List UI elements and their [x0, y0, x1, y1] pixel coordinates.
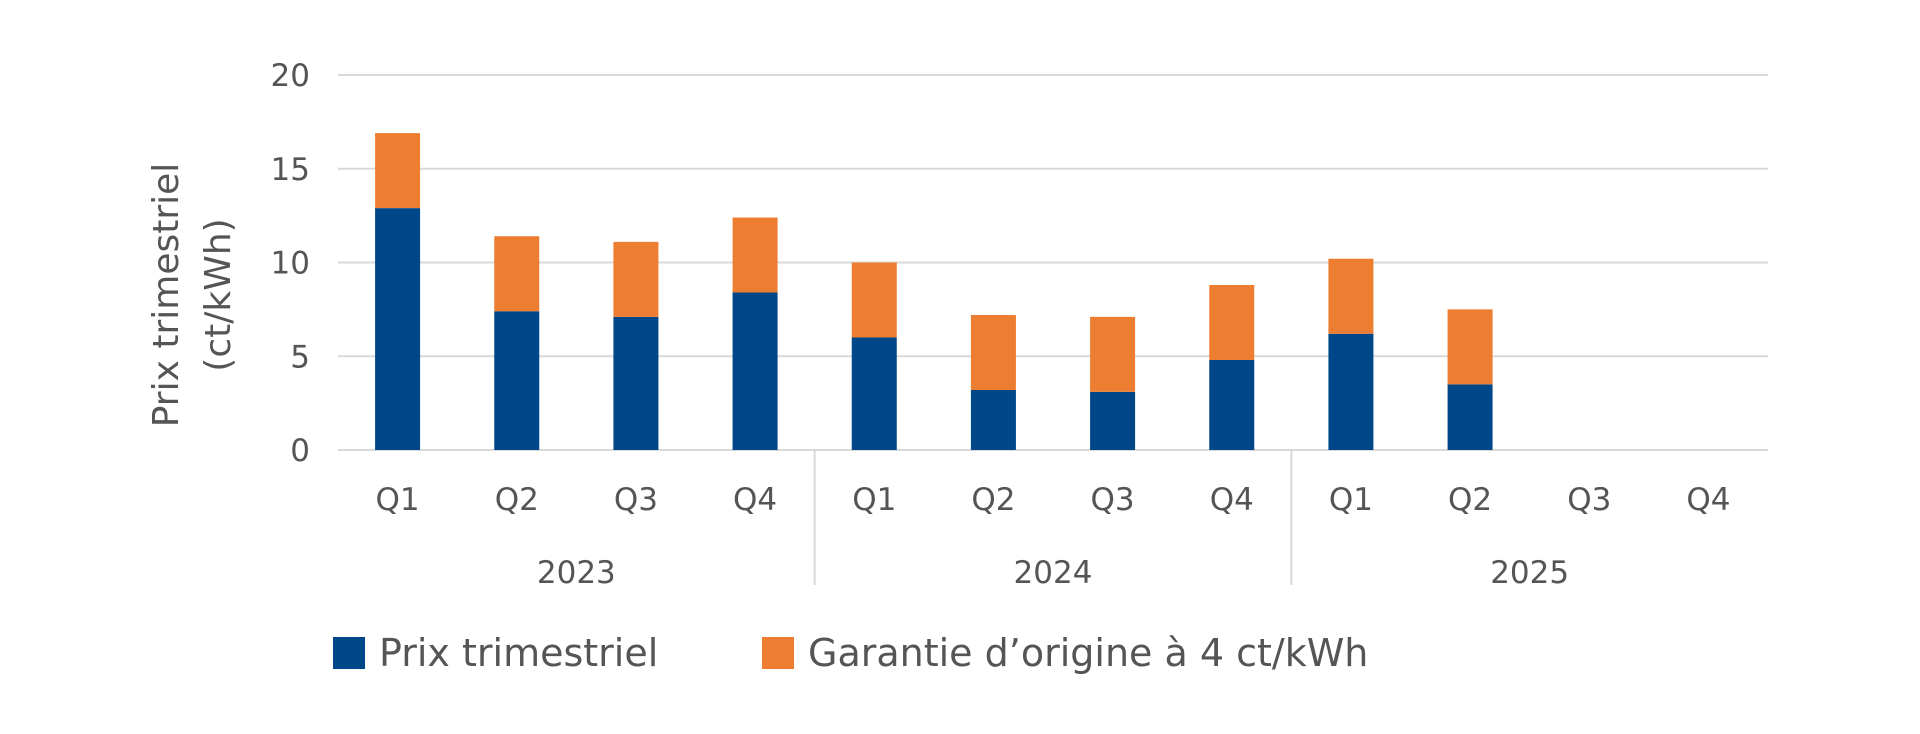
x-tick-label: Q4	[1686, 482, 1730, 518]
x-tick-label: Q3	[1091, 482, 1135, 518]
bar-segment-prix-trimestriel	[851, 337, 897, 450]
x-tick-label: Q3	[1567, 482, 1611, 518]
legend-label-garantie-origine: Garantie d’origine à 4 ct/kWh	[808, 631, 1368, 675]
bar-segment-garantie-origine	[732, 217, 778, 293]
legend-label-prix-trimestriel: Prix trimestriel	[379, 631, 658, 675]
bar-segment-garantie-origine	[970, 315, 1016, 390]
year-label: 2024	[1014, 555, 1093, 591]
x-tick-label: Q2	[971, 482, 1015, 518]
bar-segment-garantie-origine	[494, 236, 540, 312]
x-tick-label: Q2	[1448, 482, 1492, 518]
x-tick-label: Q4	[1210, 482, 1254, 518]
legend-swatch-prix-trimestriel	[333, 637, 365, 669]
bar-segment-prix-trimestriel	[732, 292, 778, 450]
year-label: 2023	[537, 555, 616, 591]
bar-segment-prix-trimestriel	[1447, 384, 1493, 450]
x-tick-label: Q1	[852, 482, 896, 518]
y-axis-title-line1: Prix trimestriel	[146, 163, 187, 428]
bar-segment-prix-trimestriel	[494, 311, 540, 450]
legend: Prix trimestriel Garantie d’origine à 4 …	[333, 631, 1368, 675]
x-axis-ticks: Q1 Q2 Q3 Q4 Q1 Q2 Q3 Q4 Q1 Q2 Q3 Q4	[376, 482, 1731, 518]
bar-segment-garantie-origine	[1328, 258, 1374, 334]
legend-swatch-garantie-origine	[762, 637, 794, 669]
bar-segment-garantie-origine	[613, 241, 659, 317]
bar-segment-prix-trimestriel	[970, 390, 1016, 450]
year-labels: 2023 2024 2025	[537, 555, 1569, 591]
bar-segment-garantie-origine	[1209, 285, 1255, 360]
bar-segment-prix-trimestriel	[1209, 360, 1255, 450]
bar-segment-garantie-origine	[851, 262, 897, 338]
bar-segment-garantie-origine	[1090, 316, 1136, 392]
bar-segment-garantie-origine	[1447, 309, 1493, 385]
bar-segment-prix-trimestriel	[1328, 333, 1374, 450]
y-axis-ticks: 0 5 10 15 20	[271, 58, 310, 469]
y-tick-label: 15	[271, 152, 310, 188]
year-label: 2025	[1490, 555, 1569, 591]
y-tick-label: 10	[271, 246, 310, 282]
x-tick-label: Q4	[733, 482, 777, 518]
x-tick-label: Q1	[1329, 482, 1373, 518]
x-tick-label: Q2	[495, 482, 539, 518]
gridlines	[338, 74, 1768, 585]
y-axis-title-line2: (ct/kWh)	[198, 218, 239, 371]
y-tick-label: 5	[290, 339, 310, 375]
bar-segment-prix-trimestriel	[375, 208, 421, 450]
bar-segment-prix-trimestriel	[1090, 391, 1136, 450]
x-tick-label: Q1	[376, 482, 420, 518]
bars	[375, 133, 1493, 450]
x-tick-label: Q3	[614, 482, 658, 518]
bar-segment-prix-trimestriel	[613, 316, 659, 450]
bar-segment-garantie-origine	[375, 133, 421, 209]
y-tick-label: 0	[290, 433, 310, 469]
y-tick-label: 20	[271, 58, 310, 94]
